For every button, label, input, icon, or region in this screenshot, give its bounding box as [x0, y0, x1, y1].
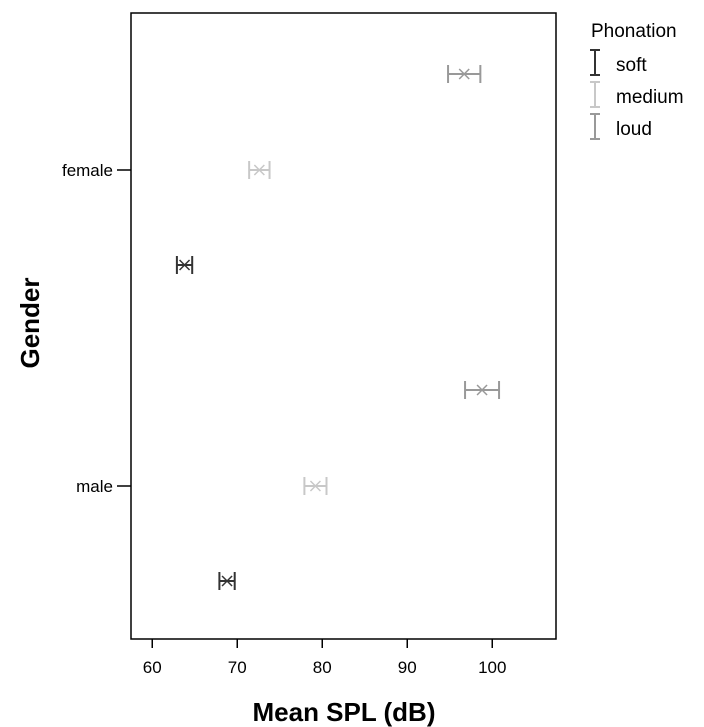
x-tick-label: 70	[228, 658, 247, 677]
error-bar-loud-female	[447, 65, 482, 83]
mean-marker-x-icon	[221, 575, 233, 587]
mean-marker-x-icon	[458, 68, 470, 80]
mean-marker-x-icon	[309, 480, 321, 492]
x-tick-label: 100	[478, 658, 506, 677]
legend-item-medium: medium	[590, 81, 684, 108]
error-bar-medium-female	[248, 161, 271, 179]
legend-label: soft	[616, 55, 647, 76]
error-bar-soft-male	[218, 572, 236, 590]
mean-marker-x-icon	[476, 384, 488, 396]
error-bar-soft-female	[175, 256, 194, 274]
legend: Phonation soft medium loud	[590, 21, 684, 140]
legend-title: Phonation	[591, 21, 677, 42]
x-axis: 60 70 80 90 100	[143, 639, 506, 677]
error-bars	[175, 65, 501, 590]
x-axis-title: Mean SPL (dB)	[253, 697, 436, 727]
x-tick-label: 60	[143, 658, 162, 677]
y-axis: female male	[62, 161, 131, 496]
legend-label: loud	[616, 119, 652, 140]
plot-frame	[130, 12, 557, 640]
x-tick-label: 80	[313, 658, 332, 677]
mean-marker-x-icon	[179, 259, 191, 271]
legend-item-loud: loud	[590, 113, 652, 140]
error-bar-medium-male	[303, 477, 328, 495]
legend-label: medium	[616, 87, 684, 108]
error-bar-loud-male	[464, 381, 501, 399]
mean-marker-x-icon	[253, 164, 265, 176]
x-tick-label: 90	[398, 658, 417, 677]
y-tick-label: female	[62, 161, 113, 180]
legend-item-soft: soft	[590, 49, 647, 76]
y-tick-label: male	[76, 477, 113, 496]
y-axis-title: Gender	[15, 277, 45, 368]
